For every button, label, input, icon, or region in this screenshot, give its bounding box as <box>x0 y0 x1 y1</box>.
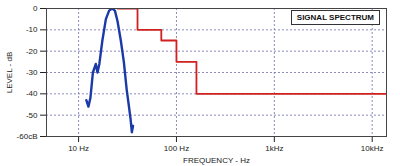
svg-text:-60cB: -60cB <box>17 132 38 141</box>
svg-text:-50: -50 <box>26 111 38 120</box>
svg-text:FREQUENCY - Hz: FREQUENCY - Hz <box>183 156 250 165</box>
svg-text:LEVEL - dB: LEVEL - dB <box>5 52 14 94</box>
svg-text:-20: -20 <box>26 47 38 56</box>
svg-text:-10: -10 <box>26 25 38 34</box>
svg-text:0: 0 <box>33 4 38 13</box>
svg-text:100 Hz: 100 Hz <box>164 144 189 153</box>
svg-text:10kHz: 10kHz <box>361 144 384 153</box>
svg-text:-40: -40 <box>26 89 38 98</box>
svg-text:10 Hz: 10 Hz <box>68 144 89 153</box>
svg-text:1kHz: 1kHz <box>265 144 283 153</box>
html-text:SIGNAL SPECTRUM: SIGNAL SPECTRUM <box>296 13 374 22</box>
svg-text:-30: -30 <box>26 68 38 77</box>
